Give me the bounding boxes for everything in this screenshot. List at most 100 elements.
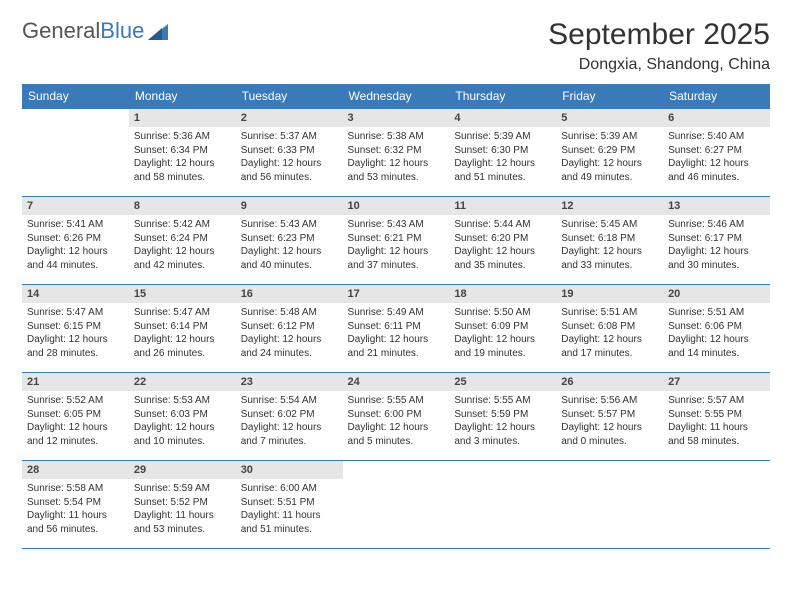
calendar: Sunday Monday Tuesday Wednesday Thursday… (22, 84, 770, 549)
sunset: Sunset: 6:34 PM (134, 144, 231, 158)
sunset: Sunset: 6:03 PM (134, 408, 231, 422)
sunrise: Sunrise: 5:54 AM (241, 394, 338, 408)
day-cell (556, 461, 663, 549)
day-number: 21 (22, 373, 129, 391)
daylight: Daylight: 12 hours and 24 minutes. (241, 333, 338, 360)
day-number: 20 (663, 285, 770, 303)
title-block: September 2025 Dongxia, Shandong, China (548, 18, 770, 74)
day-data: Sunrise: 5:55 AMSunset: 6:00 PMDaylight:… (343, 391, 450, 451)
week-row: 1Sunrise: 5:36 AMSunset: 6:34 PMDaylight… (22, 109, 770, 197)
sunset: Sunset: 6:20 PM (454, 232, 551, 246)
sunset: Sunset: 6:12 PM (241, 320, 338, 334)
sunset: Sunset: 6:18 PM (561, 232, 658, 246)
day-number: 19 (556, 285, 663, 303)
sunset: Sunset: 6:05 PM (27, 408, 124, 422)
day-number: 14 (22, 285, 129, 303)
day-data: Sunrise: 5:47 AMSunset: 6:15 PMDaylight:… (22, 303, 129, 363)
day-number: 18 (449, 285, 556, 303)
logo-part2: Blue (100, 18, 144, 43)
daylight: Daylight: 12 hours and 17 minutes. (561, 333, 658, 360)
day-number: 26 (556, 373, 663, 391)
daylight: Daylight: 12 hours and 30 minutes. (668, 245, 765, 272)
day-number: 8 (129, 197, 236, 215)
day-number: 25 (449, 373, 556, 391)
day-cell: 17Sunrise: 5:49 AMSunset: 6:11 PMDayligh… (343, 285, 450, 373)
day-number: 9 (236, 197, 343, 215)
day-data: Sunrise: 5:48 AMSunset: 6:12 PMDaylight:… (236, 303, 343, 363)
day-data: Sunrise: 5:54 AMSunset: 6:02 PMDaylight:… (236, 391, 343, 451)
daylight: Daylight: 12 hours and 37 minutes. (348, 245, 445, 272)
day-data: Sunrise: 5:44 AMSunset: 6:20 PMDaylight:… (449, 215, 556, 275)
sunrise: Sunrise: 5:47 AM (134, 306, 231, 320)
day-cell: 24Sunrise: 5:55 AMSunset: 6:00 PMDayligh… (343, 373, 450, 461)
sunrise: Sunrise: 5:43 AM (348, 218, 445, 232)
daylight: Daylight: 12 hours and 3 minutes. (454, 421, 551, 448)
week-row: 7Sunrise: 5:41 AMSunset: 6:26 PMDaylight… (22, 197, 770, 285)
day-cell: 2Sunrise: 5:37 AMSunset: 6:33 PMDaylight… (236, 109, 343, 197)
daylight: Daylight: 12 hours and 10 minutes. (134, 421, 231, 448)
dow-wednesday: Wednesday (343, 84, 450, 109)
day-cell: 13Sunrise: 5:46 AMSunset: 6:17 PMDayligh… (663, 197, 770, 285)
day-cell: 5Sunrise: 5:39 AMSunset: 6:29 PMDaylight… (556, 109, 663, 197)
sunset: Sunset: 6:02 PM (241, 408, 338, 422)
sunrise: Sunrise: 5:56 AM (561, 394, 658, 408)
day-data: Sunrise: 5:58 AMSunset: 5:54 PMDaylight:… (22, 479, 129, 539)
day-data: Sunrise: 5:51 AMSunset: 6:06 PMDaylight:… (663, 303, 770, 363)
day-cell: 20Sunrise: 5:51 AMSunset: 6:06 PMDayligh… (663, 285, 770, 373)
sunrise: Sunrise: 5:55 AM (454, 394, 551, 408)
day-data: Sunrise: 5:51 AMSunset: 6:08 PMDaylight:… (556, 303, 663, 363)
day-cell: 25Sunrise: 5:55 AMSunset: 5:59 PMDayligh… (449, 373, 556, 461)
month-title: September 2025 (548, 18, 770, 52)
calendar-body: 1Sunrise: 5:36 AMSunset: 6:34 PMDaylight… (22, 109, 770, 549)
dow-thursday: Thursday (449, 84, 556, 109)
sunrise: Sunrise: 5:44 AM (454, 218, 551, 232)
sunrise: Sunrise: 5:36 AM (134, 130, 231, 144)
sunset: Sunset: 6:29 PM (561, 144, 658, 158)
day-cell: 11Sunrise: 5:44 AMSunset: 6:20 PMDayligh… (449, 197, 556, 285)
sunset: Sunset: 5:51 PM (241, 496, 338, 510)
day-data: Sunrise: 5:43 AMSunset: 6:21 PMDaylight:… (343, 215, 450, 275)
day-number: 16 (236, 285, 343, 303)
day-cell: 16Sunrise: 5:48 AMSunset: 6:12 PMDayligh… (236, 285, 343, 373)
day-cell: 30Sunrise: 6:00 AMSunset: 5:51 PMDayligh… (236, 461, 343, 549)
sunset: Sunset: 6:11 PM (348, 320, 445, 334)
sunrise: Sunrise: 6:00 AM (241, 482, 338, 496)
sunrise: Sunrise: 5:58 AM (27, 482, 124, 496)
day-number: 24 (343, 373, 450, 391)
day-cell: 21 Sunrise: 5:52 AMSunset: 6:05 PMDayligh… (22, 373, 129, 461)
logo-text: GeneralBlue (22, 18, 144, 44)
day-cell: 3Sunrise: 5:38 AMSunset: 6:32 PMDaylight… (343, 109, 450, 197)
day-data: Sunrise: 5:53 AMSunset: 6:03 PMDaylight:… (129, 391, 236, 451)
day-data: Sunrise: 5:38 AMSunset: 6:32 PMDaylight:… (343, 127, 450, 187)
daylight: Daylight: 12 hours and 51 minutes. (454, 157, 551, 184)
day-cell: 22Sunrise: 5:53 AMSunset: 6:03 PMDayligh… (129, 373, 236, 461)
daylight: Daylight: 12 hours and 44 minutes. (27, 245, 124, 272)
day-number: 15 (129, 285, 236, 303)
daylight: Daylight: 12 hours and 40 minutes. (241, 245, 338, 272)
sunrise: Sunrise: 5:38 AM (348, 130, 445, 144)
daylight: Daylight: 12 hours and 46 minutes. (668, 157, 765, 184)
sunset: Sunset: 6:08 PM (561, 320, 658, 334)
day-data: Sunrise: 5:43 AMSunset: 6:23 PMDaylight:… (236, 215, 343, 275)
dow-friday: Friday (556, 84, 663, 109)
day-data: Sunrise: 5:41 AMSunset: 6:26 PMDaylight:… (22, 215, 129, 275)
daylight: Daylight: 12 hours and 53 minutes. (348, 157, 445, 184)
dow-saturday: Saturday (663, 84, 770, 109)
day-cell: 27Sunrise: 5:57 AMSunset: 5:55 PMDayligh… (663, 373, 770, 461)
day-number: 5 (556, 109, 663, 127)
daylight: Daylight: 12 hours and 12 minutes. (27, 421, 124, 448)
sunset: Sunset: 6:14 PM (134, 320, 231, 334)
sunrise: Sunrise: 5:37 AM (241, 130, 338, 144)
sunrise: Sunrise: 5:45 AM (561, 218, 658, 232)
day-cell: 19Sunrise: 5:51 AMSunset: 6:08 PMDayligh… (556, 285, 663, 373)
day-cell (663, 461, 770, 549)
day-number: 3 (343, 109, 450, 127)
day-cell: 8Sunrise: 5:42 AMSunset: 6:24 PMDaylight… (129, 197, 236, 285)
day-cell: 15Sunrise: 5:47 AMSunset: 6:14 PMDayligh… (129, 285, 236, 373)
sunrise: Sunrise: 5:52 AM (27, 394, 124, 408)
sunset: Sunset: 5:55 PM (668, 408, 765, 422)
dow-sunday: Sunday (22, 84, 129, 109)
day-data: Sunrise: 5:46 AMSunset: 6:17 PMDaylight:… (663, 215, 770, 275)
day-data: Sunrise: 5:37 AMSunset: 6:33 PMDaylight:… (236, 127, 343, 187)
day-cell: 9Sunrise: 5:43 AMSunset: 6:23 PMDaylight… (236, 197, 343, 285)
